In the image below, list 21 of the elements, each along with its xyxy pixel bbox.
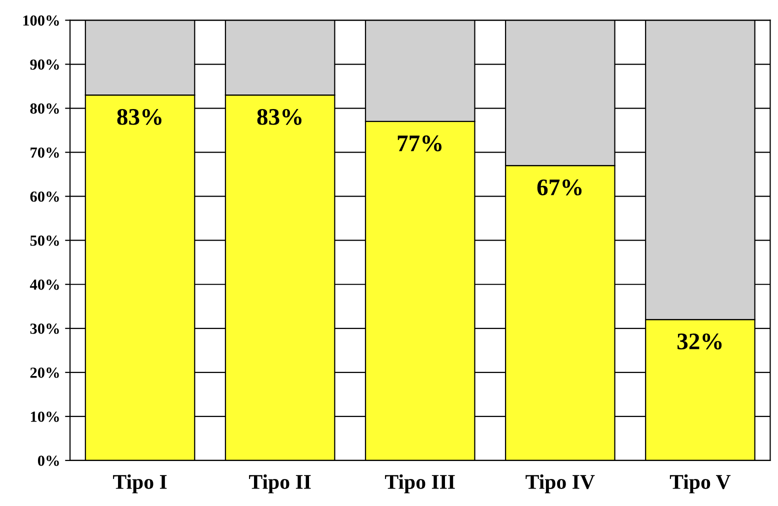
y-tick-label: 40% bbox=[30, 280, 59, 290]
y-tick-label: 50% bbox=[30, 235, 59, 246]
y-tick-label: 10% bbox=[30, 412, 59, 422]
x-tick-label: Tipo I bbox=[113, 474, 167, 494]
x-tick-label: Tipo IV bbox=[526, 474, 595, 494]
data-label: 67% bbox=[537, 179, 582, 196]
data-label: 83% bbox=[117, 108, 162, 125]
y-tick-label: 100% bbox=[23, 15, 59, 26]
x-tick-label: Tipo V bbox=[670, 474, 731, 494]
data-label: 77% bbox=[398, 135, 442, 152]
y-tick-label: 70% bbox=[30, 147, 59, 158]
y-tick-label: 20% bbox=[30, 368, 59, 378]
data-label: 83% bbox=[257, 108, 302, 125]
y-tick-label: 80% bbox=[30, 103, 59, 114]
y-tick-label: 0% bbox=[38, 456, 59, 466]
data-label: 32% bbox=[677, 333, 722, 350]
y-tick-label: 90% bbox=[30, 59, 59, 70]
y-tick-label: 30% bbox=[30, 324, 59, 334]
y-tick-label: 60% bbox=[30, 191, 59, 202]
x-tick-label: Tipo III bbox=[385, 474, 455, 494]
x-tick-label: Tipo II bbox=[249, 474, 311, 494]
